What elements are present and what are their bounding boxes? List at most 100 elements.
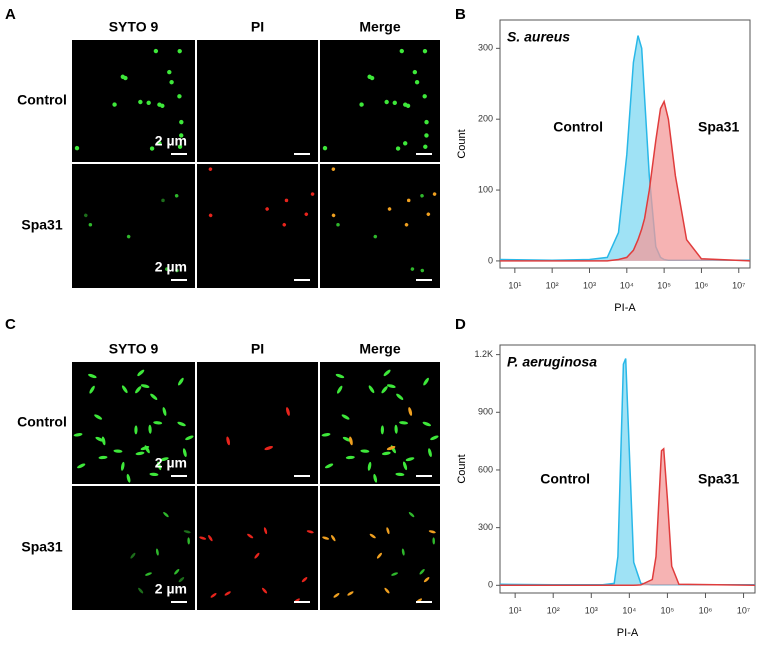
y-tick-label: 100 <box>478 184 493 194</box>
image-background <box>72 486 195 610</box>
cell <box>149 472 159 477</box>
x-tick-label: 10⁷ <box>732 280 745 290</box>
cell <box>254 552 260 559</box>
cell <box>208 213 213 218</box>
cell <box>140 384 150 388</box>
cell <box>304 212 309 216</box>
cell <box>412 69 418 75</box>
x-tick-label: 10⁶ <box>695 280 709 290</box>
column-header: SYTO 9 <box>109 19 159 35</box>
cell <box>392 100 397 106</box>
cell <box>113 449 123 453</box>
cell <box>419 568 425 575</box>
row-label: Spa31 <box>21 217 62 233</box>
image-background <box>320 486 440 610</box>
cell <box>423 377 429 386</box>
cell <box>373 234 378 239</box>
cell <box>187 537 190 545</box>
cell <box>368 385 375 394</box>
y-tick-label: 0 <box>488 580 493 590</box>
cell <box>77 463 86 469</box>
panel-letter: A <box>5 6 16 23</box>
cell <box>424 119 429 125</box>
cell <box>284 198 289 203</box>
cell <box>331 167 336 171</box>
image-background <box>72 40 195 162</box>
cell <box>153 48 159 54</box>
cell <box>265 207 269 211</box>
cell <box>405 457 415 462</box>
row-label: Control <box>17 414 67 430</box>
cell <box>140 446 150 451</box>
cell <box>414 80 420 85</box>
cell <box>405 103 411 108</box>
x-tick-label: 10² <box>547 605 560 615</box>
cell <box>349 436 353 446</box>
panel-letter: D <box>455 316 466 333</box>
cell <box>157 461 162 471</box>
cell <box>179 119 184 125</box>
scale-label: 2 µm <box>155 581 187 597</box>
cell <box>432 537 435 545</box>
cell <box>263 527 268 535</box>
cell <box>138 99 143 105</box>
cell <box>384 587 390 594</box>
cell <box>420 194 424 198</box>
cell <box>423 144 428 149</box>
cell <box>347 591 354 596</box>
cell <box>396 393 404 400</box>
cell <box>88 223 93 227</box>
cell <box>367 461 372 471</box>
column-header: SYTO 9 <box>109 341 159 357</box>
cell <box>422 421 432 427</box>
column-header: PI <box>251 341 264 357</box>
plot-frame <box>499 19 751 269</box>
cell <box>126 473 131 483</box>
cell <box>175 268 179 273</box>
cell <box>322 145 328 151</box>
cell <box>282 223 287 227</box>
cell <box>146 100 151 106</box>
cell <box>178 577 185 583</box>
cell <box>224 591 231 596</box>
series-label: Control <box>540 471 590 487</box>
x-axis-label: PI-A <box>617 627 639 639</box>
cell <box>165 267 169 271</box>
micrograph <box>320 362 440 484</box>
image-background <box>197 164 318 288</box>
cell <box>324 463 334 469</box>
scale-label: 2 µm <box>155 455 187 471</box>
cell <box>422 48 428 54</box>
x-tick-label: 10⁴ <box>622 605 636 615</box>
cell <box>112 102 117 107</box>
cell <box>322 536 330 540</box>
x-tick-label: 10⁵ <box>657 280 671 290</box>
cell <box>88 373 97 379</box>
cell <box>408 511 415 518</box>
cell <box>422 94 427 99</box>
image-background <box>197 40 318 162</box>
cell <box>383 369 391 377</box>
cell <box>247 533 254 539</box>
micrograph <box>320 40 440 162</box>
cell <box>120 461 125 471</box>
panel-letter: B <box>455 6 466 23</box>
cell <box>174 568 180 575</box>
cell <box>163 511 169 518</box>
micrograph <box>197 40 318 162</box>
cell <box>185 435 194 441</box>
micrograph <box>320 486 440 610</box>
cell <box>145 572 152 576</box>
y-tick-label: 900 <box>478 407 493 417</box>
cell <box>160 103 165 108</box>
cell <box>424 133 429 138</box>
cell <box>333 593 340 598</box>
cell <box>182 448 187 458</box>
cell <box>381 386 388 394</box>
cell <box>369 533 376 539</box>
cell <box>208 535 213 542</box>
cell <box>430 435 439 441</box>
plot-frame <box>499 344 756 594</box>
cell <box>301 577 308 583</box>
cell <box>402 461 408 471</box>
